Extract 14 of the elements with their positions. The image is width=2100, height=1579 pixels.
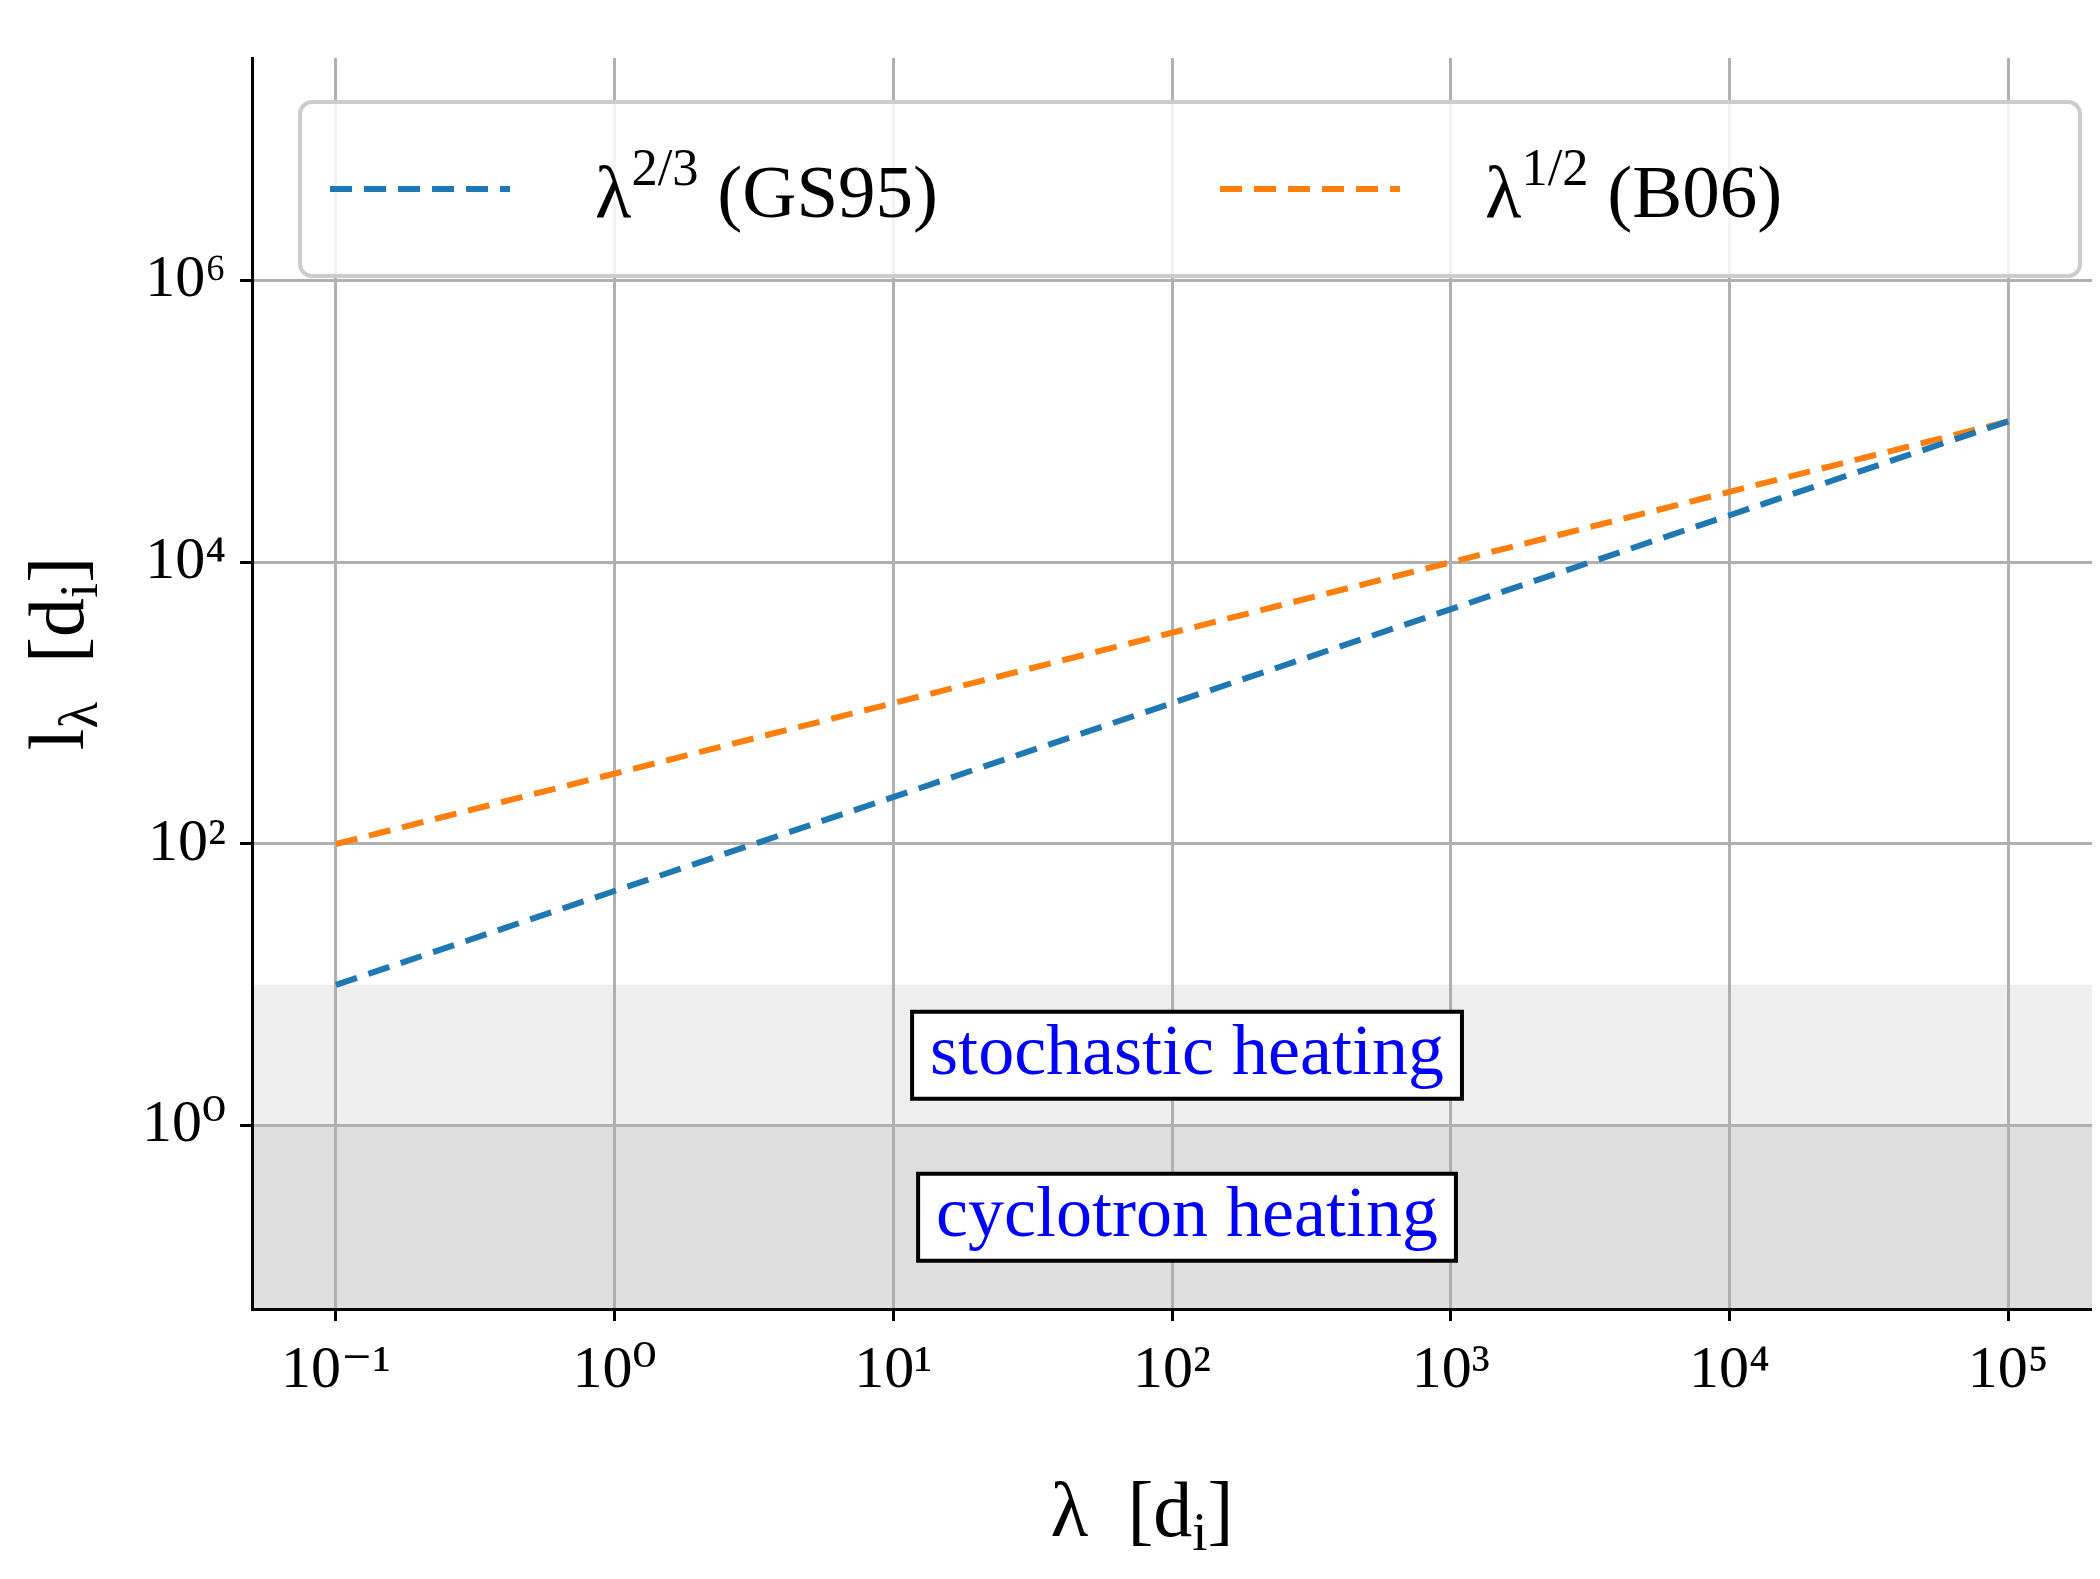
x-tick-label: 10² — [1133, 1333, 1212, 1400]
y-tick-label: 10² — [148, 806, 227, 873]
x-tick-label: 10⁰ — [572, 1333, 657, 1400]
y-tick-label: 10⁴ — [145, 525, 227, 592]
y-tick-label: 10⁰ — [141, 1088, 227, 1155]
x-tick-label: 10⁴ — [1688, 1333, 1770, 1400]
y-axis-title: lλ [di] — [13, 556, 109, 751]
y-tick-label: 10⁶ — [145, 243, 227, 310]
x-tick-label: 10³ — [1411, 1333, 1490, 1400]
band-label: stochastic heating — [930, 1010, 1444, 1091]
x-tick-label: 10¹ — [854, 1333, 933, 1400]
x-tick-label: 10⁵ — [1967, 1333, 2049, 1400]
band-label: cyclotron heating — [936, 1172, 1438, 1253]
x-tick-label: 10⁻¹ — [281, 1333, 391, 1400]
